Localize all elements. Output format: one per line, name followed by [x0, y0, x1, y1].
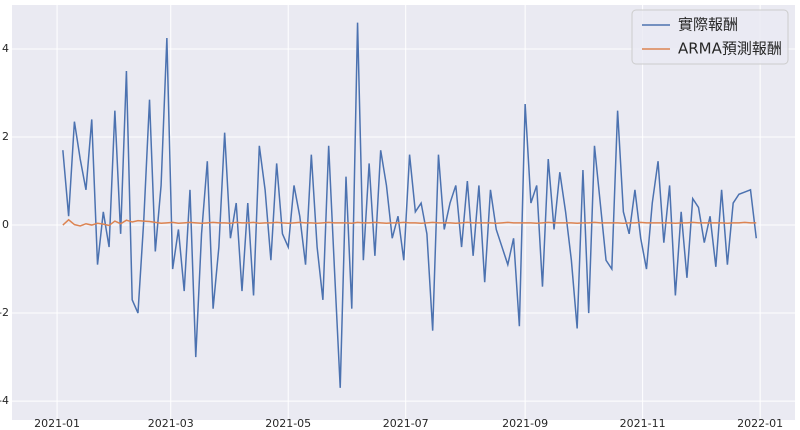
plot-area — [12, 5, 795, 420]
legend-label: 實際報酬 — [678, 16, 738, 34]
x-tick-label: 2021-09 — [502, 417, 548, 430]
x-tick-label: 2021-05 — [265, 417, 311, 430]
grid — [12, 5, 795, 420]
legend: 實際報酬 ARMA預測報酬 — [631, 9, 789, 65]
y-tick-label: 0 — [2, 218, 9, 231]
legend-label: ARMA預測報酬 — [678, 40, 782, 58]
series-line — [62, 218, 757, 227]
y-tick-label: 4 — [2, 42, 9, 55]
x-tick-label: 2022-01 — [737, 417, 783, 430]
x-tick-label: 2021-07 — [383, 417, 429, 430]
lines — [62, 22, 758, 388]
x-tick-label: 2021-01 — [34, 417, 80, 430]
legend-box — [631, 9, 789, 65]
y-tick-label: 2 — [2, 130, 9, 143]
series-line — [62, 22, 758, 388]
x-tick-label: 2021-03 — [148, 417, 194, 430]
y-tick-label: -4 — [0, 394, 9, 407]
y-tick-label: -2 — [0, 306, 9, 319]
x-tick-label: 2021-11 — [620, 417, 666, 430]
